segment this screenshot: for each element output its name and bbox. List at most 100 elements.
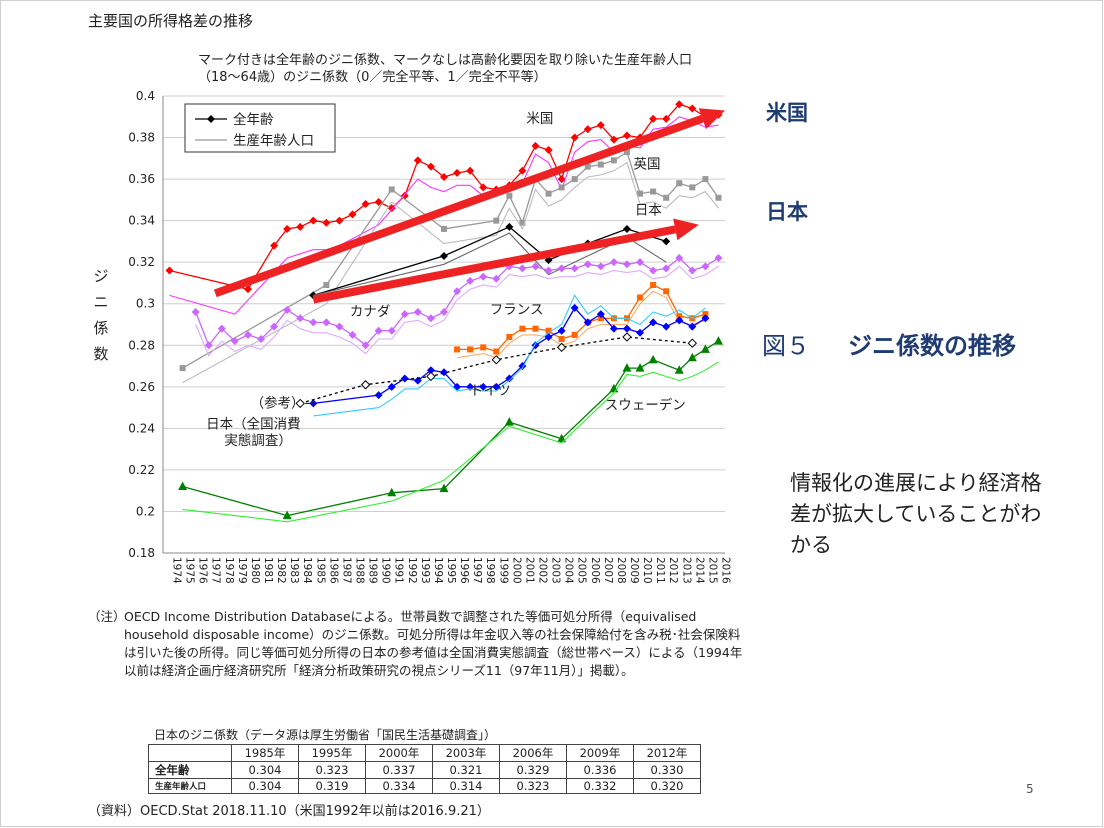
data-point (544, 332, 553, 341)
series-annotation: ドイツ (470, 383, 511, 399)
data-point (491, 355, 501, 365)
y-tick-label: 0.22 (128, 463, 155, 477)
series-annotation: カナダ (350, 304, 391, 320)
data-point (191, 308, 200, 317)
x-tick-label: 1987 (340, 557, 352, 584)
x-tick-label: 1975 (184, 557, 196, 584)
data-point (479, 183, 488, 192)
data-point (388, 186, 395, 193)
series-annotation: 米国 (526, 111, 553, 127)
table-cell: 0.329 (499, 761, 567, 779)
trend-arrow-shaft (213, 114, 704, 298)
data-point (622, 324, 631, 333)
data-point (676, 180, 683, 187)
data-point (387, 326, 396, 335)
table-header-row: 1985年 1995年 2000年 2003年 2006年 2009年 2012… (148, 744, 701, 762)
table-year: 2009年 (566, 744, 634, 762)
data-point (715, 194, 722, 201)
data-point (545, 327, 552, 334)
data-point (662, 264, 671, 273)
data-point (243, 330, 252, 339)
table-cell: 0.334 (365, 778, 433, 794)
data-point (466, 166, 475, 175)
table-corner (148, 744, 232, 762)
y-tick-label: 0.36 (128, 172, 155, 186)
data-point (713, 336, 723, 345)
data-point (676, 313, 683, 320)
data-point (597, 315, 604, 322)
data-point (492, 274, 501, 283)
x-tick-label: 1991 (393, 557, 405, 584)
data-point (453, 168, 462, 177)
data-point (454, 346, 461, 353)
page-number: 5 (1026, 782, 1034, 796)
data-point (714, 254, 723, 263)
data-point (204, 341, 213, 350)
x-tick-label: 1981 (262, 557, 274, 584)
data-point (519, 325, 526, 332)
table-cell: 0.321 (432, 761, 500, 779)
x-tick-label: 1992 (406, 557, 418, 584)
data-point (558, 184, 565, 191)
data-point (597, 161, 604, 168)
series-line (182, 361, 719, 523)
data-point (309, 318, 318, 327)
data-point (583, 125, 592, 134)
data-point (518, 166, 527, 175)
data-point (636, 328, 645, 337)
data-point (702, 176, 709, 183)
x-tick-label: 1980 (249, 557, 261, 584)
y-tick-label: 0.18 (128, 546, 155, 560)
y-tick-label: 0.34 (128, 214, 155, 228)
data-point (571, 331, 578, 338)
data-point (557, 175, 566, 184)
data-point (179, 365, 186, 372)
data-point (335, 322, 344, 331)
data-point (583, 260, 592, 269)
y-tick-label: 0.24 (128, 421, 155, 435)
table-cell: 0.319 (298, 778, 366, 794)
data-point (440, 251, 448, 260)
data-point (467, 346, 474, 353)
data-point (701, 262, 710, 271)
side-label-usa: 米国 (766, 101, 808, 125)
x-tick-label: 1976 (197, 557, 209, 584)
series-annotation: 英国 (634, 156, 661, 173)
data-point (544, 266, 553, 275)
data-point (283, 224, 292, 233)
table-year: 2012年 (633, 744, 701, 762)
table-row-label: 全年齢 (148, 761, 232, 779)
data-source: （資料）OECD.Stat 2018.11.10（米国1992年以前は2016.… (88, 804, 490, 819)
x-tick-label: 2011 (654, 557, 666, 584)
data-point (637, 190, 644, 197)
data-point (348, 330, 357, 339)
data-point (440, 308, 448, 317)
table-year: 1985年 (231, 744, 299, 762)
data-point (440, 368, 448, 377)
data-point (636, 258, 645, 267)
data-point (648, 354, 658, 364)
y-tick-label: 0.4 (136, 89, 155, 103)
data-point (348, 210, 357, 219)
data-point (662, 114, 671, 123)
data-point (506, 333, 513, 340)
data-point (519, 219, 526, 226)
x-tick-label: 1995 (445, 557, 457, 584)
x-tick-label: 1986 (327, 557, 339, 584)
data-point (282, 510, 292, 520)
x-tick-label: 2015 (706, 557, 718, 584)
japan-gini-table: 1985年 1995年 2000年 2003年 2006年 2009年 2012… (148, 744, 701, 794)
data-point (558, 336, 565, 343)
x-tick-label: 1985 (314, 557, 326, 584)
data-point (426, 314, 435, 323)
data-point (637, 294, 644, 301)
data-point (556, 342, 567, 353)
x-tick-label: 2001 (523, 557, 535, 584)
figure-caption: ジニ係数の推移 (848, 332, 1016, 360)
data-point (323, 282, 330, 289)
data-point (688, 104, 697, 113)
data-point (217, 324, 226, 333)
data-point (426, 366, 435, 375)
data-point (596, 262, 605, 271)
